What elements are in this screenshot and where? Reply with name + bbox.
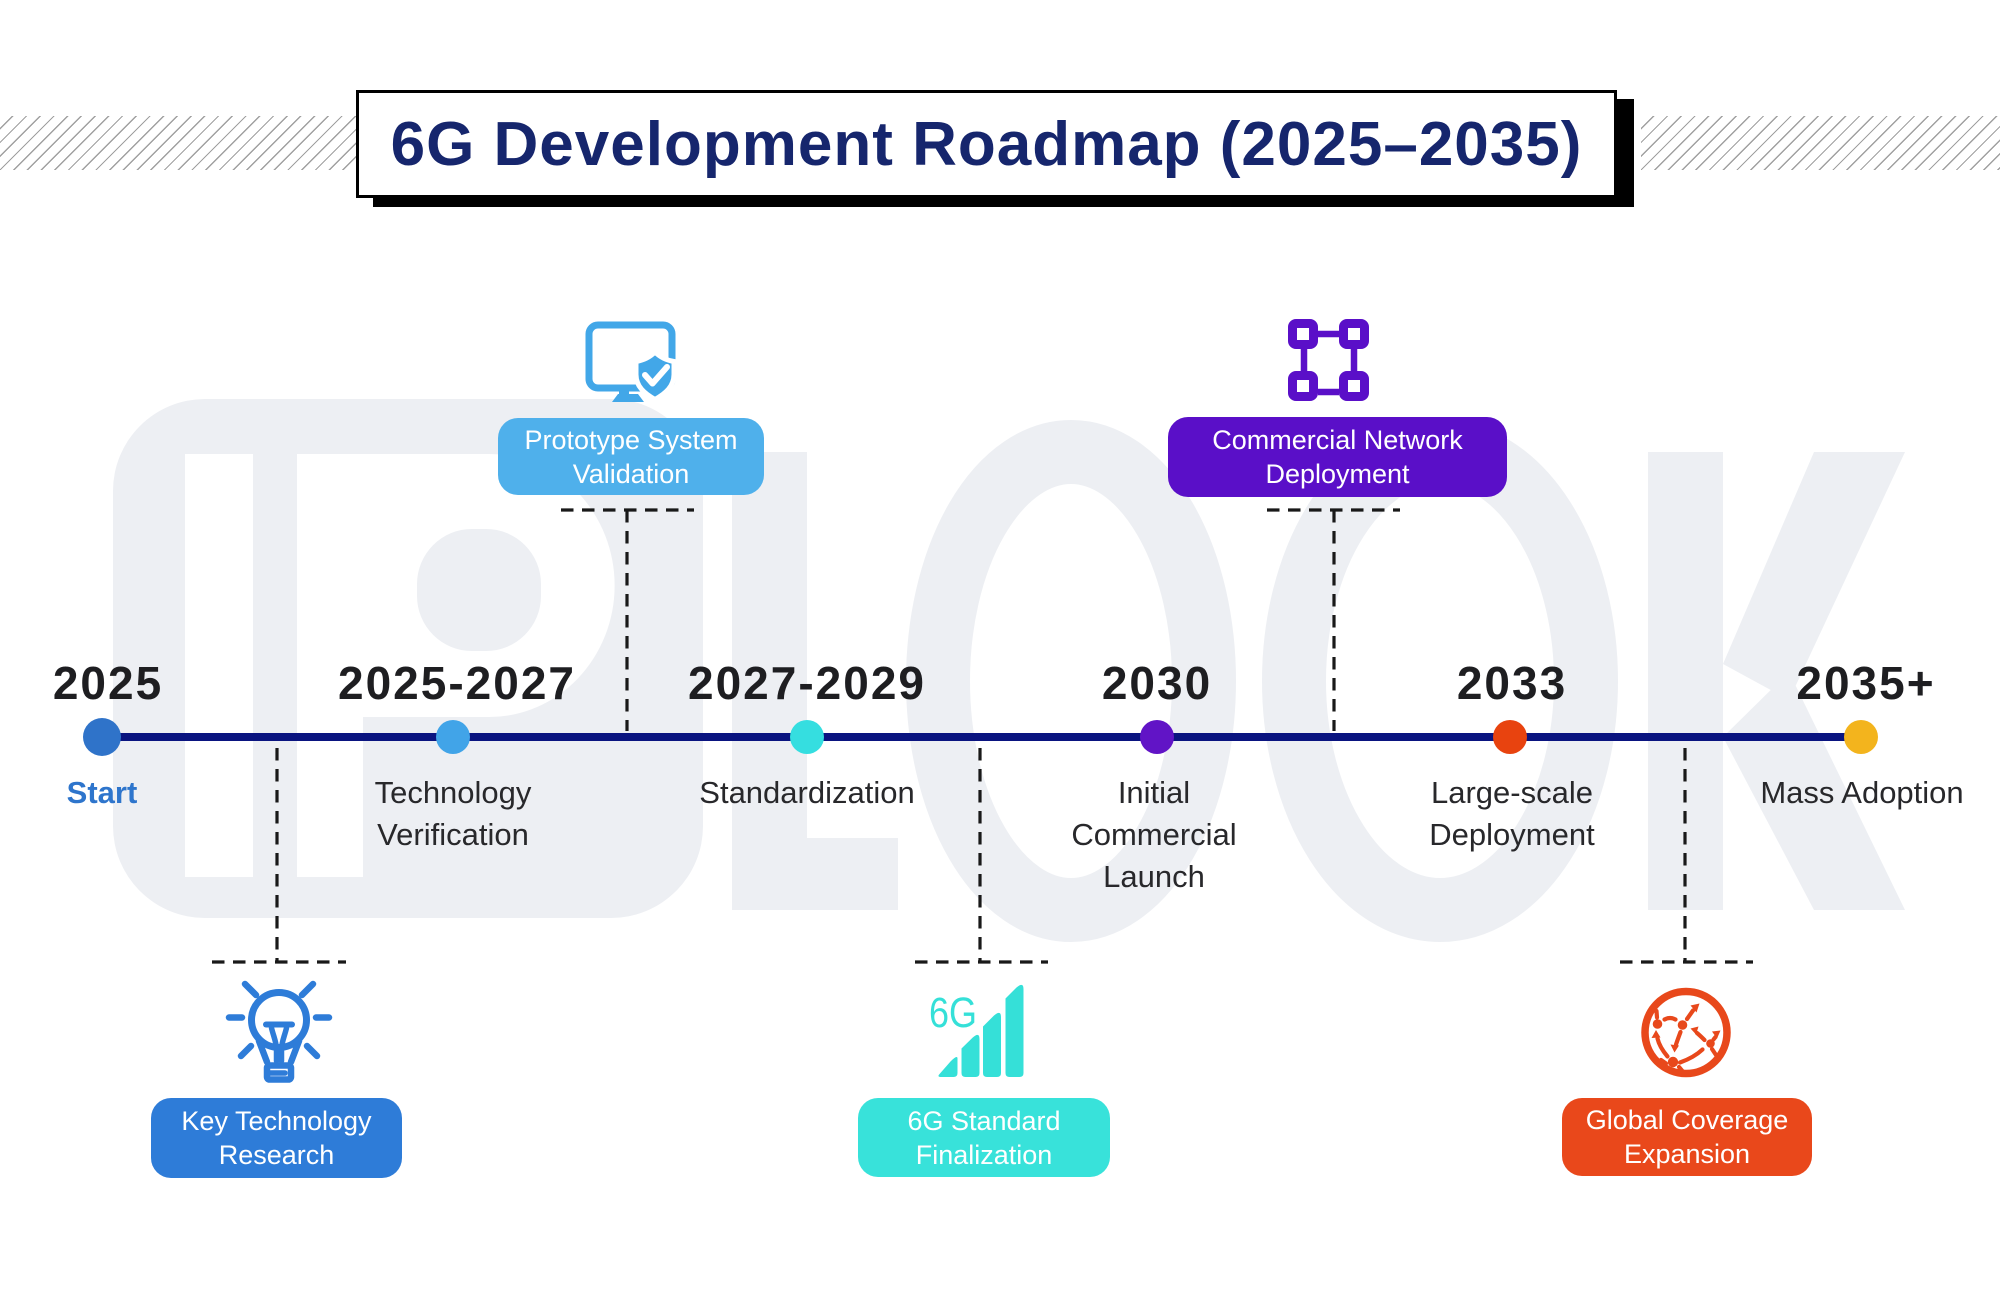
svg-text:6G: 6G xyxy=(929,989,977,1037)
